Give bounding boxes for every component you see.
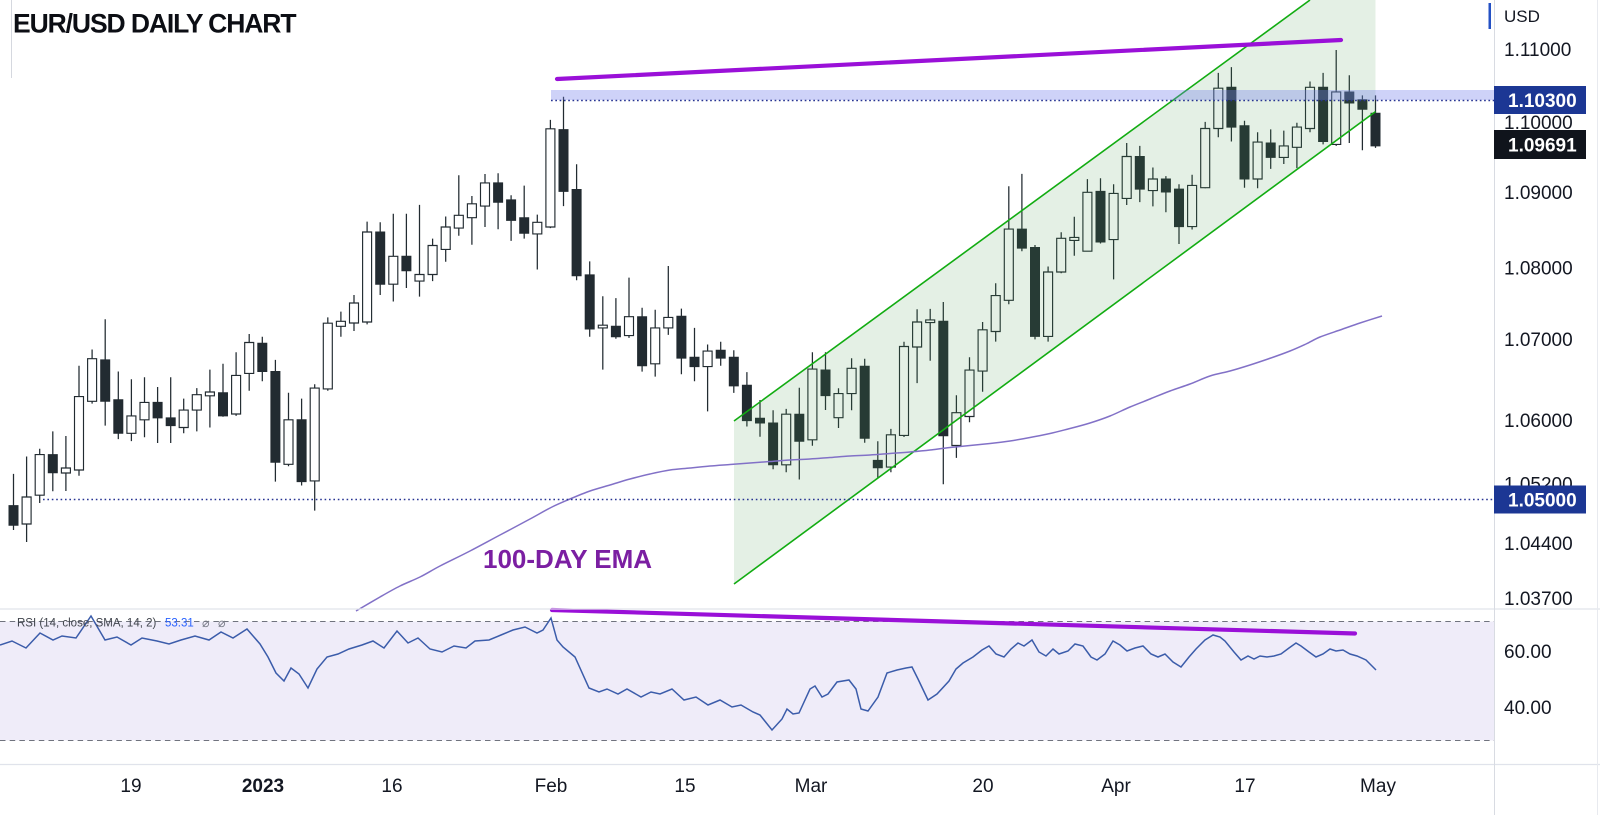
svg-text:2023: 2023	[242, 776, 284, 797]
svg-text:USD: USD	[1504, 7, 1540, 26]
svg-text:17: 17	[1234, 776, 1255, 797]
svg-text:EUR/USD DAILY CHART: EUR/USD DAILY CHART	[13, 9, 296, 39]
svg-text:1.04400: 1.04400	[1504, 534, 1573, 555]
svg-text:1.07000: 1.07000	[1504, 330, 1573, 351]
svg-text:1.08000: 1.08000	[1504, 258, 1573, 279]
svg-text:1.09691: 1.09691	[1508, 136, 1577, 157]
svg-text:RSI (14, close, SMA, 14, 2): RSI (14, close, SMA, 14, 2)	[17, 618, 157, 630]
svg-text:Mar: Mar	[795, 776, 828, 797]
svg-text:Apr: Apr	[1101, 776, 1131, 797]
svg-text:53.31: 53.31	[165, 618, 194, 630]
svg-text:20: 20	[972, 776, 993, 797]
svg-text:⌀: ⌀	[218, 616, 226, 630]
svg-text:1.10000: 1.10000	[1504, 113, 1573, 134]
svg-text:60.00: 60.00	[1504, 642, 1552, 663]
svg-text:15: 15	[674, 776, 695, 797]
svg-text:⌀: ⌀	[202, 616, 210, 630]
svg-text:1.06000: 1.06000	[1504, 411, 1573, 432]
svg-text:16: 16	[381, 776, 402, 797]
svg-text:1.11000: 1.11000	[1504, 40, 1571, 61]
svg-text:40.00: 40.00	[1504, 698, 1552, 719]
svg-text:1.10300: 1.10300	[1508, 91, 1577, 112]
svg-text:May: May	[1360, 776, 1396, 797]
svg-text:1.05000: 1.05000	[1508, 491, 1577, 512]
svg-text:100-DAY EMA: 100-DAY EMA	[483, 544, 652, 574]
svg-text:Feb: Feb	[535, 776, 568, 797]
svg-text:19: 19	[120, 776, 141, 797]
svg-text:1.03700: 1.03700	[1504, 589, 1573, 610]
svg-text:1.09000: 1.09000	[1504, 183, 1573, 204]
